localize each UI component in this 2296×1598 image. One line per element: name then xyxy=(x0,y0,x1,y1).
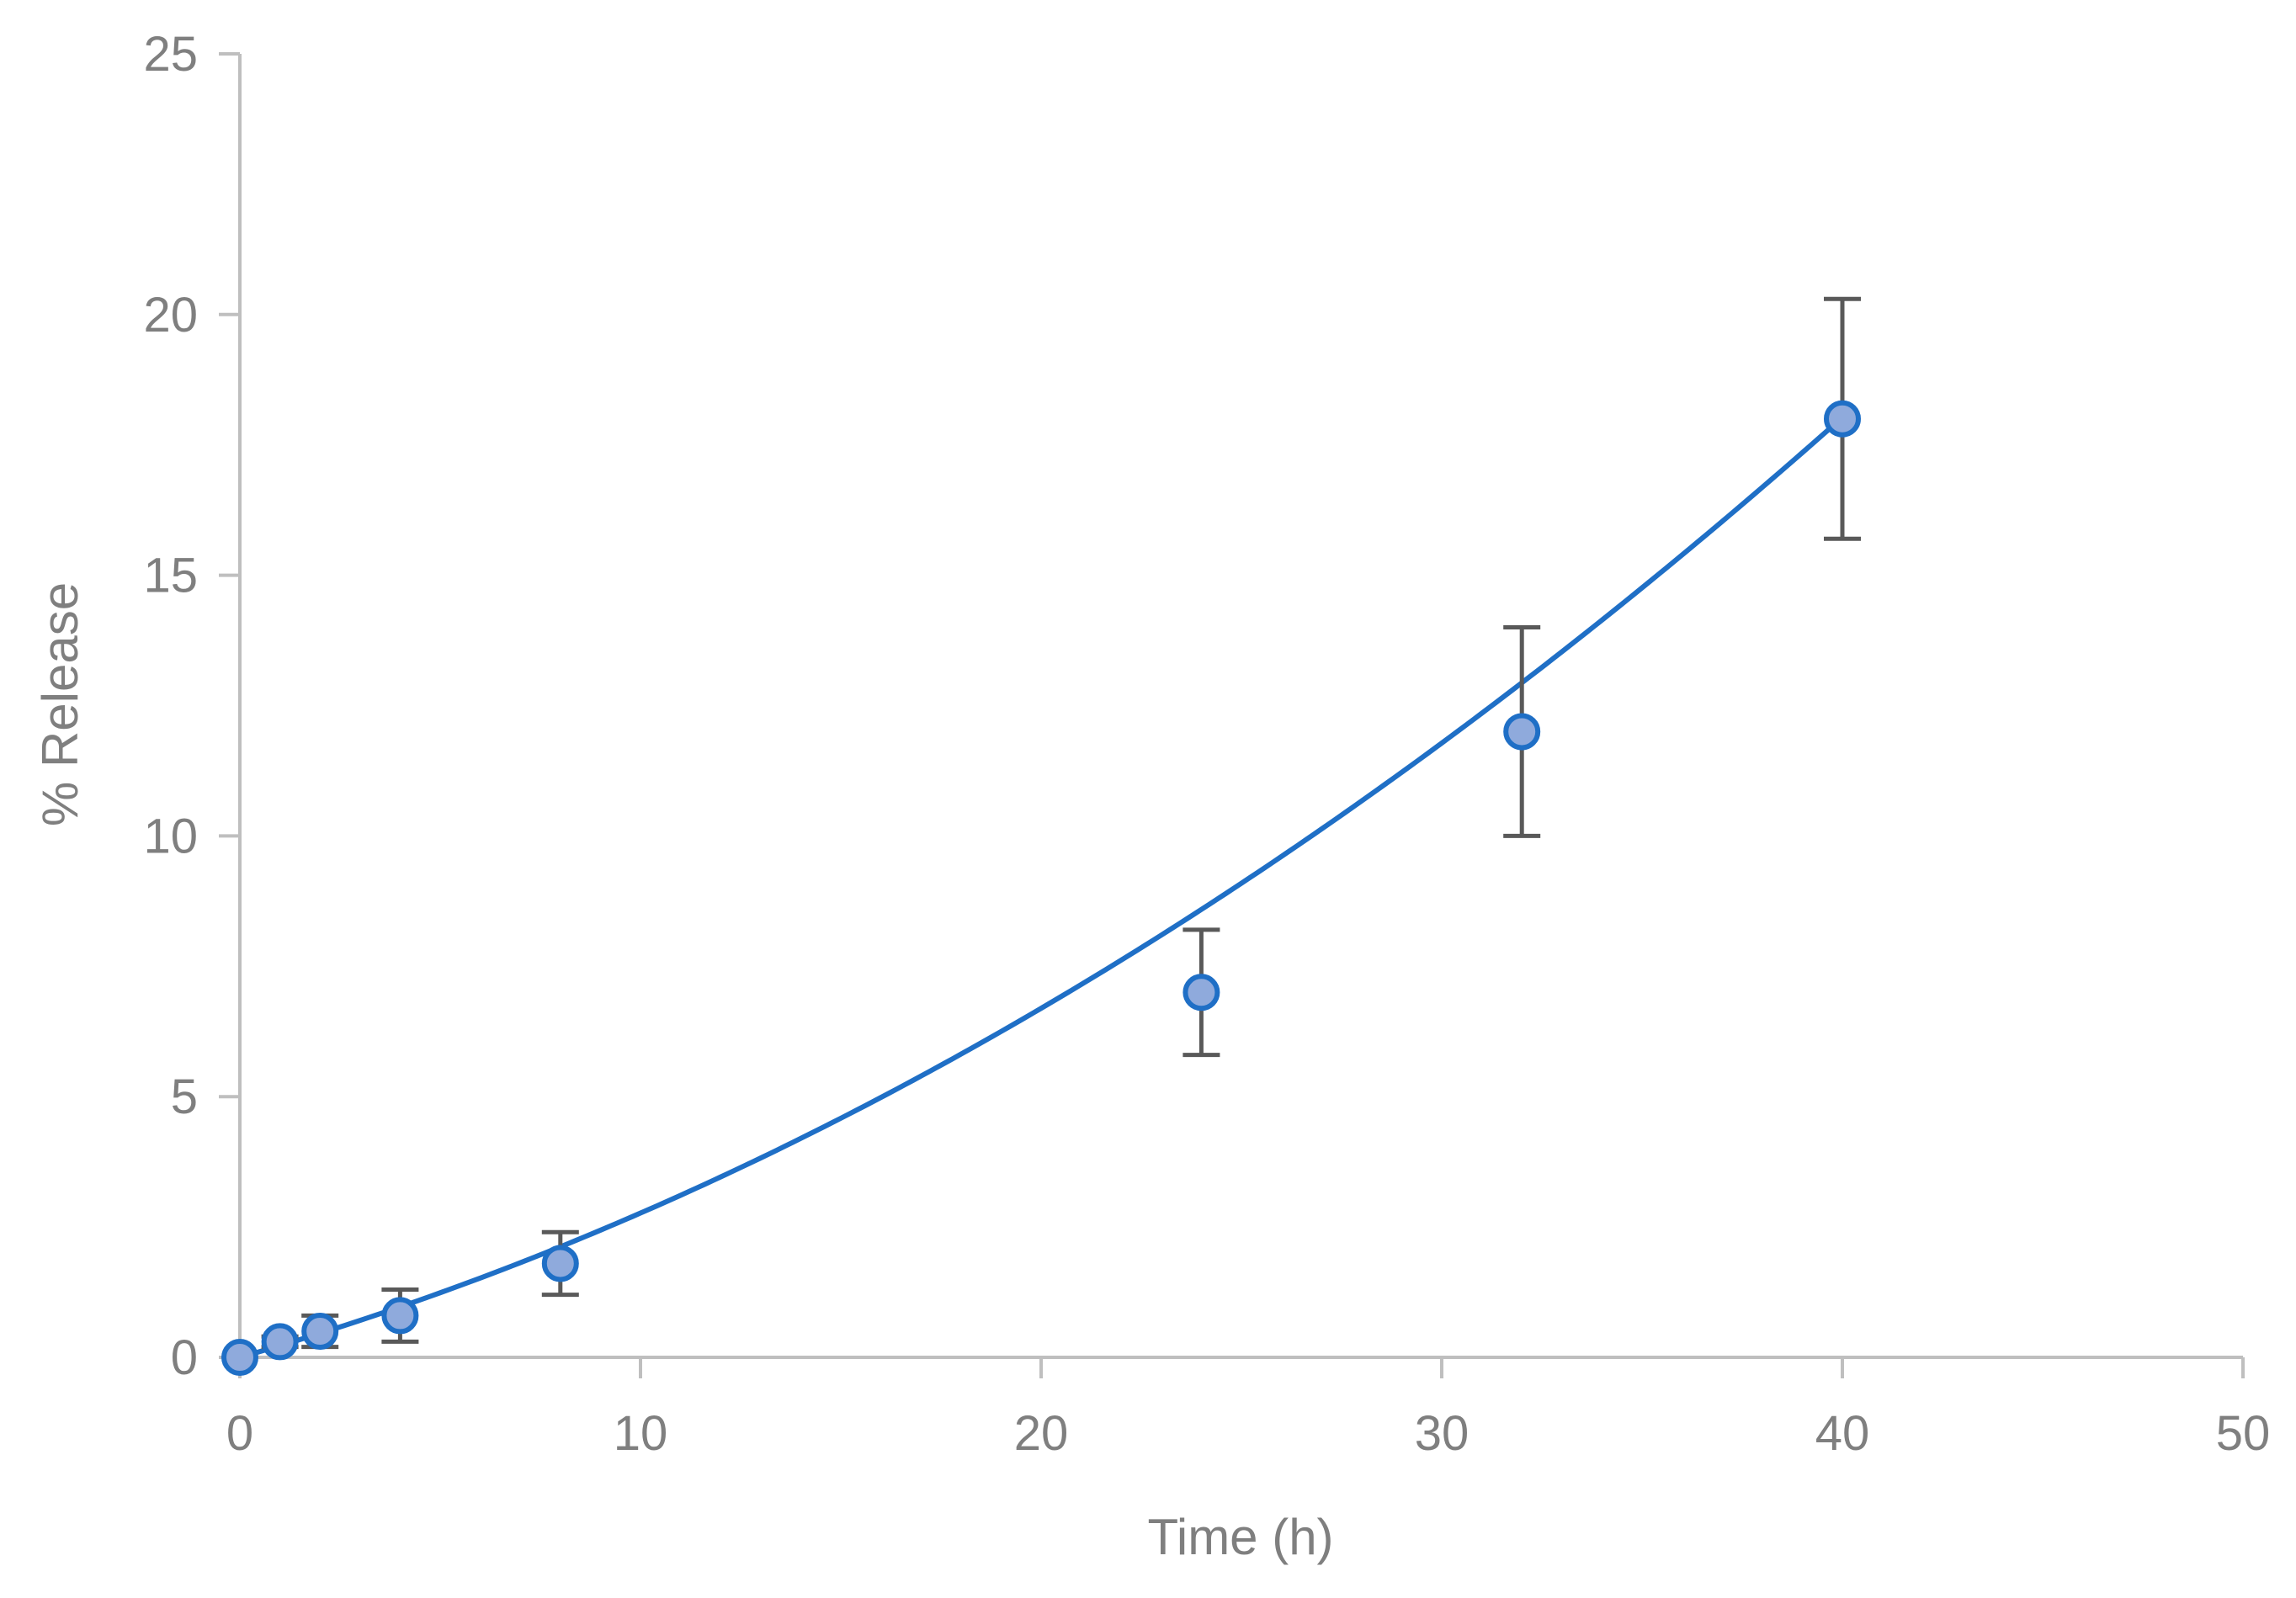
y-tick-label: 0 xyxy=(171,1330,198,1385)
data-point xyxy=(1824,400,1861,438)
data-point xyxy=(261,1323,299,1361)
y-tick-label: 5 xyxy=(171,1070,198,1124)
x-tick-label: 40 xyxy=(1815,1406,1870,1461)
axes xyxy=(219,52,2245,1378)
data-point xyxy=(541,1245,579,1282)
data-point xyxy=(1503,713,1541,751)
trendline-layer xyxy=(237,414,1845,1360)
x-axis-title: Time (h) xyxy=(1147,1509,1333,1565)
x-tick-label: 30 xyxy=(1415,1406,1470,1461)
x-tick-label: 10 xyxy=(614,1406,668,1461)
y-tick-label: 20 xyxy=(143,288,198,342)
trendline xyxy=(237,414,1845,1360)
error-bars xyxy=(261,296,1861,1350)
data-point xyxy=(381,1297,419,1335)
y-tick-label: 15 xyxy=(143,549,198,603)
data-points xyxy=(221,400,1861,1376)
y-tick-label: 10 xyxy=(143,809,198,863)
x-tick-label: 20 xyxy=(1014,1406,1069,1461)
y-tick-label: 25 xyxy=(143,27,198,82)
x-tick-label: 50 xyxy=(2216,1406,2271,1461)
data-point xyxy=(221,1339,258,1376)
tick-labels: 0 5 10 15 20 25 0 10 20 30 40 50 xyxy=(143,27,2270,1461)
x-tick-label: 0 xyxy=(226,1406,253,1461)
data-point xyxy=(1183,974,1220,1011)
y-axis-title: % Release xyxy=(32,582,88,826)
data-point xyxy=(301,1313,339,1351)
